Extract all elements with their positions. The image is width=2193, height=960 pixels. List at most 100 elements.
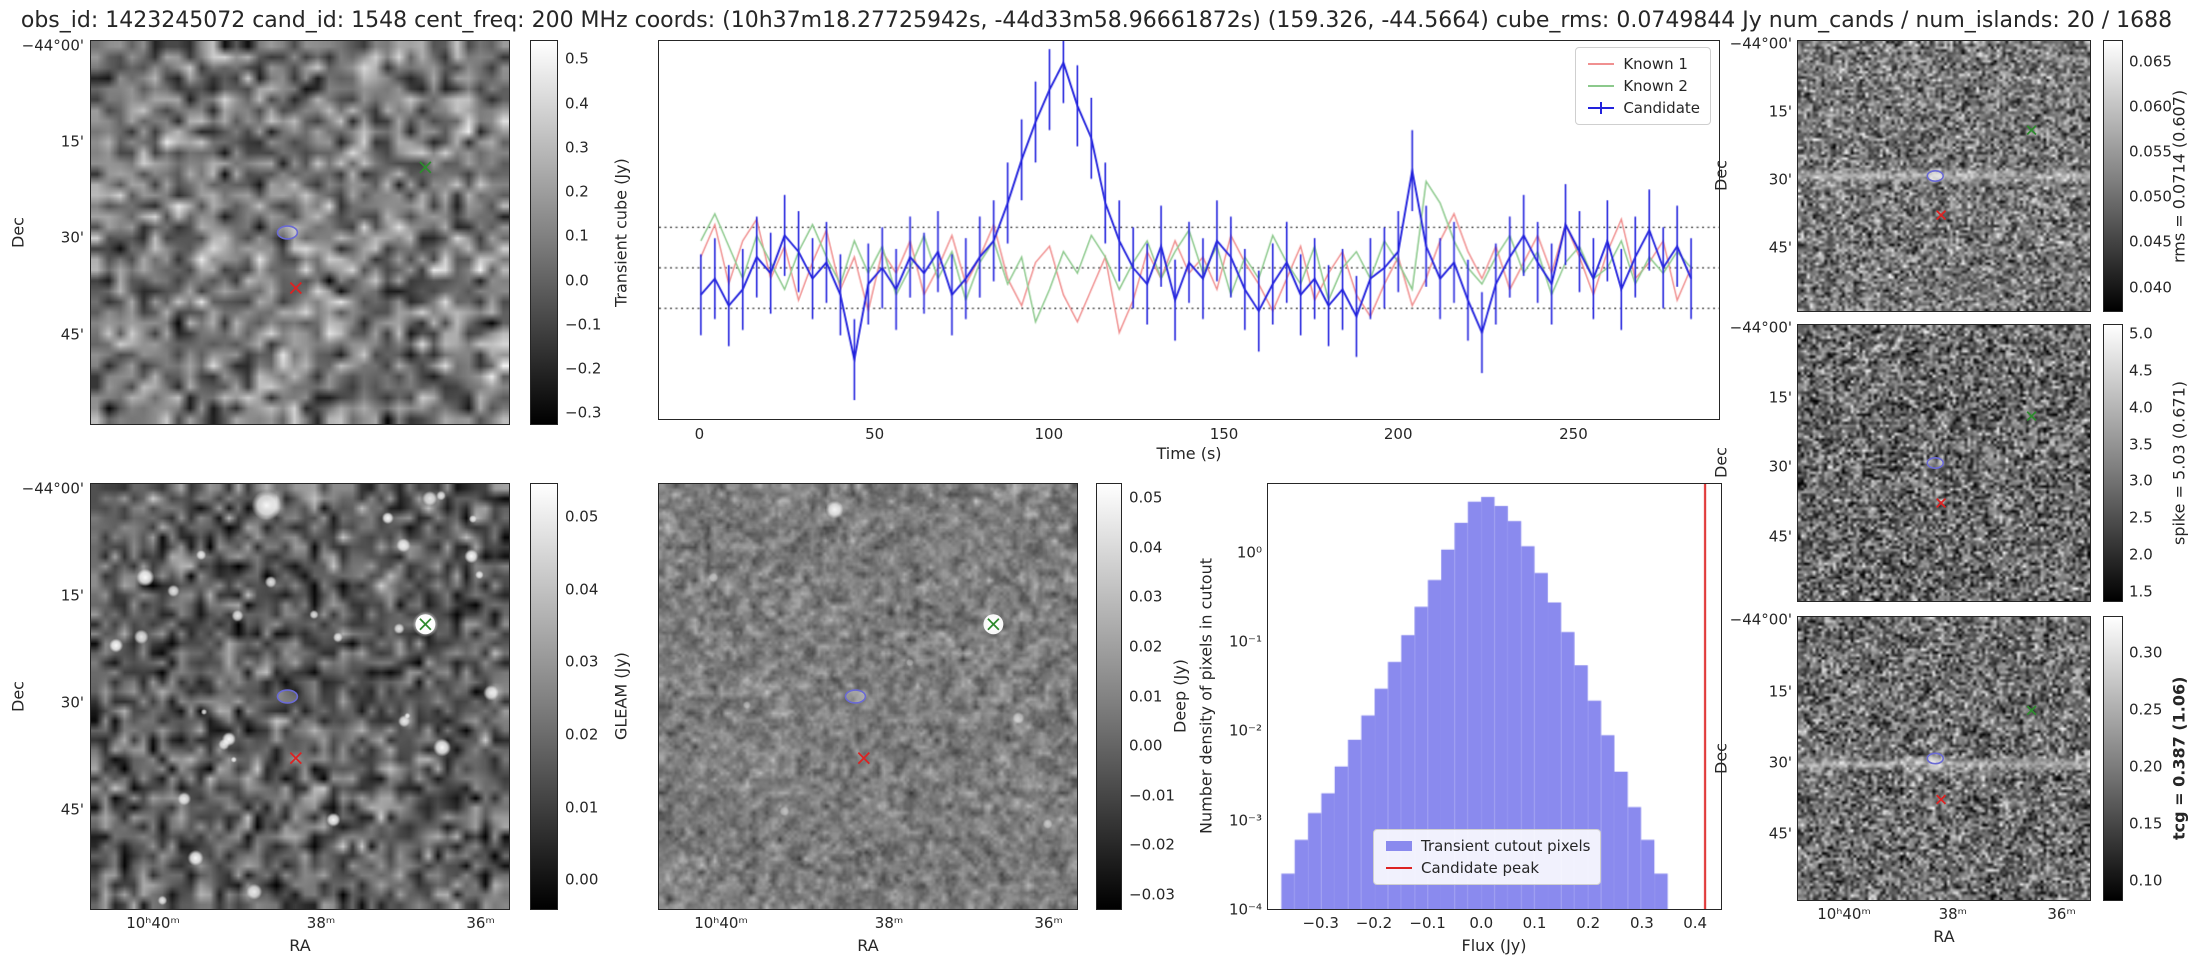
tcg-panel [1797,616,2091,901]
tick-label: 15' [1768,682,1792,701]
tick-label: −44°00' [21,36,84,55]
markers-overlay [1926,411,2037,509]
markers-overlay [1926,705,2037,805]
markers-overlay [844,614,1004,765]
tick-label: 0.02 [1129,637,1163,656]
legend-glyph [1586,78,1616,94]
tick-label: 0.00 [1129,736,1163,755]
tick-label: 0.3 [1629,914,1654,932]
tick-label: 0.0 [565,271,589,290]
tick-label: 0.4 [565,94,589,113]
transient-cube-colorbar-label: Transient cube (Jy) [611,158,631,307]
legend-entry: Known 2 [1586,75,1700,97]
deep-image [659,484,1077,909]
tick-label: 45' [60,325,84,344]
tick-label: 50 [865,425,885,443]
tick-label: 0.060 [2129,97,2172,116]
tick-label: 0.2 [1576,914,1601,932]
spike-image [1798,325,2090,601]
tick-label: 30' [1768,753,1792,772]
legend-label: Candidate [1623,99,1700,117]
tick-label: 10ʰ40ᵐ [1817,905,1871,923]
tick-label: 0.30 [2129,643,2163,662]
tick-label: −0.1 [1409,914,1446,932]
rms-panel [1797,40,2091,312]
tick-label: 150 [1209,425,1239,443]
tick-label: 0.10 [2129,871,2163,890]
gleam-ra-axis-label: RA [289,936,311,955]
tick-label: −0.2 [565,359,602,378]
spike-colorbar [2103,324,2123,602]
tick-label: 45' [1768,824,1792,843]
transient-cube-colorbar [530,40,558,425]
tick-label: 0.20 [2129,757,2163,776]
tick-label: 10ʰ40ᵐ [126,914,180,932]
tick-label: 0.03 [1129,587,1163,606]
legend-glyph [1586,56,1616,72]
tick-label: 30' [60,228,84,247]
tick-label: 15' [1768,388,1792,407]
gleam-colorbar [530,483,558,910]
rms-colorbar [2103,40,2123,312]
tick-label: 0.2 [565,182,589,201]
legend-entry: Known 1 [1586,53,1700,75]
spike-colorbar-label: spike = 5.03 (0.671) [2169,380,2189,546]
tick-label: 3.0 [2129,471,2153,490]
histogram-x-ticks: −0.3 −0.2 −0.1 0.0 0.1 0.2 0.3 0.4 [1267,913,1722,933]
tcg-dec-ticks: −44°00' 15' 30' 45' [1729,610,1794,901]
rms-image [1798,41,2090,311]
tick-label: −0.01 [1129,786,1175,805]
spike-colorbar-ticks: 5.0 4.5 4.0 3.5 3.0 2.5 2.0 1.5 [2126,324,2166,602]
gleam-dec-axis-label: Dec [8,681,28,712]
rms-dec-axis-label: Dec [1711,160,1731,192]
tick-label: 0.00 [565,870,599,889]
markers-overlay [276,614,436,765]
tcg-ra-axis-label: RA [1933,927,1955,946]
transient-cube-panel [90,40,510,425]
tick-label: 30' [1768,457,1792,476]
tcg-colorbar-label: tcg = 0.387 (1.06) [2169,676,2189,841]
tcg-dec-axis-label: Dec [1711,743,1731,774]
tick-label: 0.045 [2129,232,2172,251]
lightcurve-panel: Known 1 Known 2 Candidate [658,40,1720,420]
tick-label: 250 [1559,425,1588,443]
tick-label: 0.01 [565,798,599,817]
tick-label: 0.1 [565,226,589,245]
tick-label: 10⁻⁴ [1228,900,1262,919]
tick-label: 38ᵐ [874,914,904,932]
tick-label: 2.0 [2129,545,2153,564]
transient-cube-dec-ticks: −44°00' 15' 30' 45' [22,38,86,425]
tick-label: −0.3 [565,403,602,422]
rms-colorbar-label: rms = 0.0714 (0.607) [2169,89,2189,263]
tick-label: 2.5 [2129,508,2153,527]
gleam-dec-ticks: −44°00' 15' 30' 45' [22,481,86,910]
tick-label: 45' [1768,527,1792,546]
legend-glyph [1384,860,1414,876]
deep-ra-axis-label: RA [857,936,879,955]
tick-label: 30' [60,693,84,712]
tick-label: 0.01 [1129,687,1163,705]
legend-label: Known 2 [1623,77,1688,95]
gleam-colorbar-label: GLEAM (Jy) [611,652,631,741]
tick-label: −0.02 [1129,835,1175,854]
tick-label: 45' [60,800,84,819]
tcg-image [1798,617,2090,900]
tick-label: 0.0 [1469,914,1494,932]
tick-label: 45' [1768,238,1792,257]
markers-overlay [276,161,432,295]
deep-colorbar-ticks: 0.05 0.04 0.03 0.02 0.01 0.00 −0.01 −0.02 −0.03 [1126,483,1175,910]
tick-label: 0.25 [2129,700,2163,719]
legend-glyph [1586,100,1616,116]
tick-label: −0.03 [1129,885,1175,904]
tick-label: 0.05 [565,507,599,526]
tick-label: 0.05 [1129,488,1163,507]
tick-label: 10⁻² [1228,721,1262,740]
gleam-ra-ticks: 10ʰ40ᵐ 38ᵐ 36ᵐ [90,913,510,933]
tick-label: −44°00' [1729,610,1792,629]
tick-label: −44°00' [1729,318,1792,337]
tick-label: −0.2 [1355,914,1393,932]
tcg-ra-ticks: 10ʰ40ᵐ 38ᵐ 36ᵐ [1797,904,2091,922]
tick-label: 1.5 [2129,582,2153,601]
tick-label: 0.04 [565,580,599,599]
